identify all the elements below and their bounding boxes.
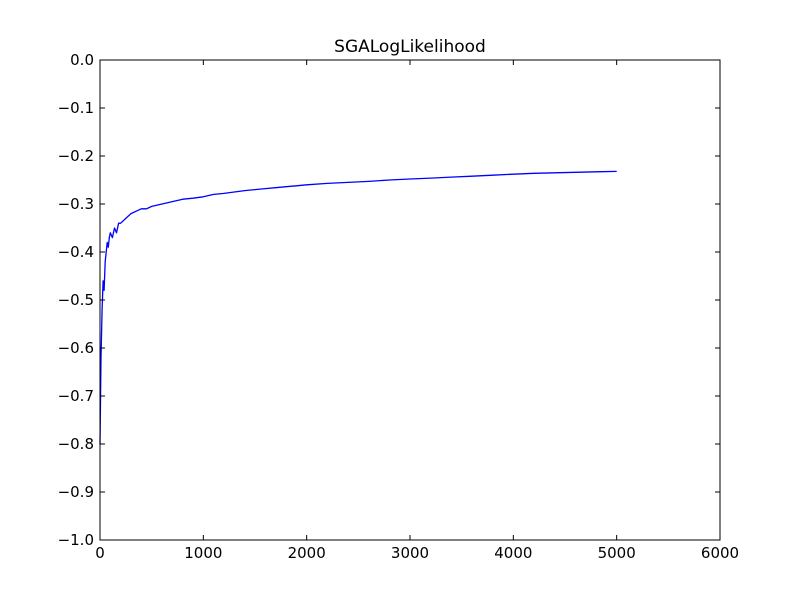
y-tick-label: −0.8	[58, 435, 94, 453]
y-tick-label: −0.9	[58, 483, 94, 501]
series-line-0	[99, 170, 617, 445]
y-tick-label: −0.1	[58, 99, 94, 117]
x-tick-label: 6000	[701, 544, 739, 562]
chart-title: SGALogLikelihood	[334, 37, 486, 57]
x-tick-label: 5000	[598, 544, 636, 562]
plot-frame	[99, 59, 721, 541]
x-tick-label: 0	[95, 544, 105, 562]
y-tick-label: −1.0	[58, 531, 94, 549]
y-tick-label: −0.2	[58, 147, 94, 165]
x-tick-label: 2000	[288, 544, 326, 562]
y-tick-label: −0.6	[58, 339, 94, 357]
ticks-layer: 0 1000 2000 3000 4000 5000 6000 0.0 −0.1 −0.2 −0.3…	[58, 51, 740, 562]
y-tick-label: −0.3	[58, 195, 94, 213]
y-tick-label: 0.0	[70, 51, 94, 69]
y-tick-label: −0.5	[58, 291, 94, 309]
series-layer	[99, 170, 617, 445]
y-tick-label: −0.4	[58, 243, 94, 261]
y-tick-label: −0.7	[58, 387, 94, 405]
x-tick-label: 3000	[391, 544, 429, 562]
x-tick-label: 4000	[494, 544, 532, 562]
x-tick-label: 1000	[184, 544, 222, 562]
